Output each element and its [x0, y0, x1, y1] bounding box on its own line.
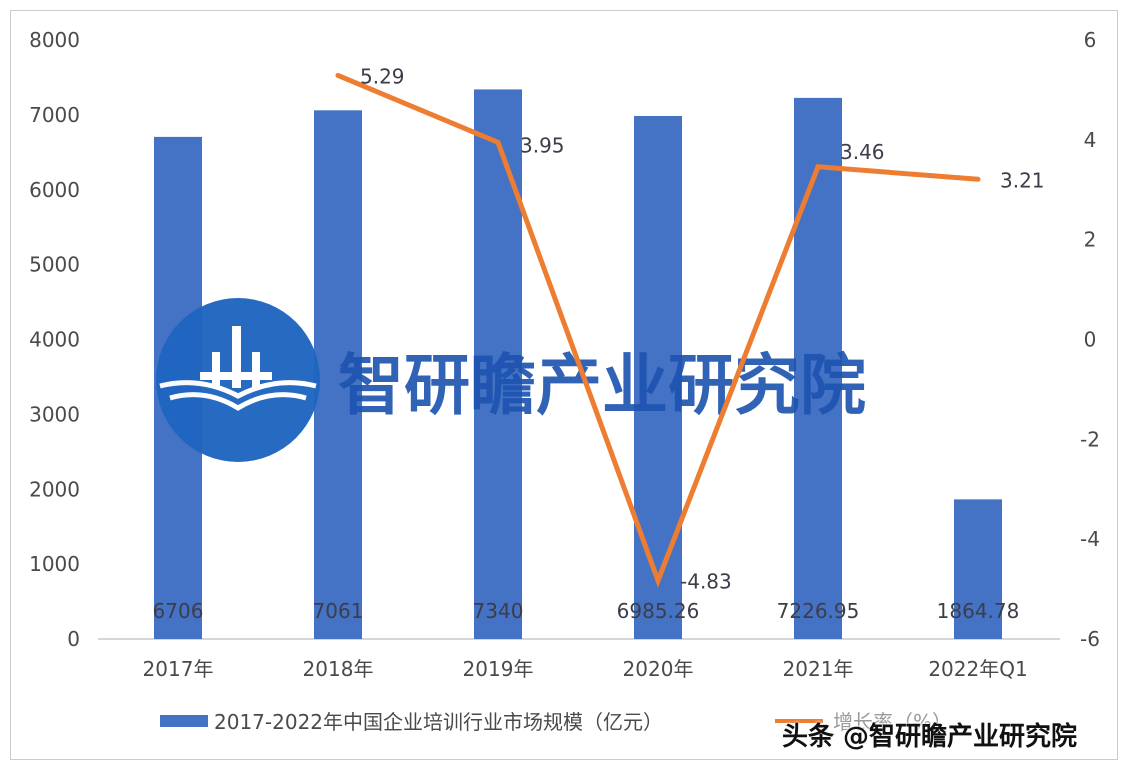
left-axis-ticks: 0 1000 2000 3000 4000 5000 6000 7000 8000	[29, 28, 80, 651]
left-axis-tick: 3000	[29, 402, 80, 426]
line-value-label: -4.83	[680, 570, 732, 594]
bar-value-label: 7226.95	[777, 599, 860, 623]
left-axis-tick: 0	[67, 627, 80, 651]
line-value-label: 3.95	[520, 133, 565, 157]
right-axis-tick: 6	[1084, 28, 1097, 52]
line-value-label: 3.21	[1000, 168, 1045, 192]
left-axis-tick: 1000	[29, 552, 80, 576]
logo-watermark: 智研瞻产业研究院	[156, 298, 866, 462]
bar-value-label: 6706	[153, 599, 204, 623]
left-axis-tick: 7000	[29, 103, 80, 127]
legend-line-label: 增长率（%）	[833, 710, 953, 734]
right-axis-tick: 4	[1084, 128, 1097, 152]
legend-bar-label: 2017-2022年中国企业培训行业市场规模（亿元）	[214, 710, 664, 734]
bar-data-labels: 6706 7061 7340 6985.26 7226.95 1864.78	[153, 599, 1020, 623]
left-axis-tick: 6000	[29, 178, 80, 202]
right-axis-ticks: -6 -4 -2 0 2 4 6	[1080, 28, 1100, 651]
left-axis-tick: 4000	[29, 328, 80, 352]
left-axis-tick: 2000	[29, 477, 80, 501]
left-axis-tick: 5000	[29, 253, 80, 277]
x-axis-category: 2022年Q1	[928, 657, 1027, 681]
bar-value-label: 7061	[313, 599, 364, 623]
source-watermark: 头条 @智研瞻产业研究院	[782, 722, 1078, 752]
legend-bar-swatch-icon	[160, 714, 208, 727]
x-axis-category: 2018年	[303, 657, 374, 681]
legend-line-swatch-icon	[775, 718, 823, 723]
right-axis-tick: 2	[1084, 228, 1097, 252]
right-axis-tick: 0	[1084, 328, 1097, 352]
x-axis-category: 2021年	[783, 657, 854, 681]
legend-line-series: 增长率（%）	[775, 706, 952, 735]
bar-value-label: 1864.78	[937, 599, 1020, 623]
bar-value-label: 6985.26	[617, 599, 700, 623]
bar	[954, 499, 1002, 639]
line-value-label: 3.46	[840, 140, 885, 164]
bar	[634, 115, 682, 640]
line-series	[335, 72, 981, 588]
line-data-labels: 5.29 3.95 -4.83 3.46 3.21	[360, 64, 1045, 593]
line-value-label: 5.29	[360, 64, 405, 88]
x-axis-category: 2019年	[463, 657, 534, 681]
x-axis-category: 2017年	[143, 657, 214, 681]
legend-bar-series: 2017-2022年中国企业培训行业市场规模（亿元）	[160, 706, 663, 735]
right-axis-tick: -2	[1080, 427, 1100, 451]
x-axis-categories: 2017年 2018年 2019年 2020年 2021年 2022年Q1	[143, 657, 1028, 681]
bar-value-label: 7340	[473, 599, 524, 623]
x-axis-category: 2020年	[623, 657, 694, 681]
bar	[314, 110, 362, 640]
bar	[794, 97, 842, 639]
right-axis-tick: -6	[1080, 627, 1100, 651]
logo-wave-icon	[159, 380, 317, 411]
left-axis-tick: 8000	[29, 28, 80, 52]
logo-city-icon	[200, 326, 272, 388]
growth-line	[335, 72, 981, 588]
right-axis-tick: -4	[1080, 527, 1100, 551]
logo-text: 智研瞻产业研究院	[338, 347, 866, 424]
